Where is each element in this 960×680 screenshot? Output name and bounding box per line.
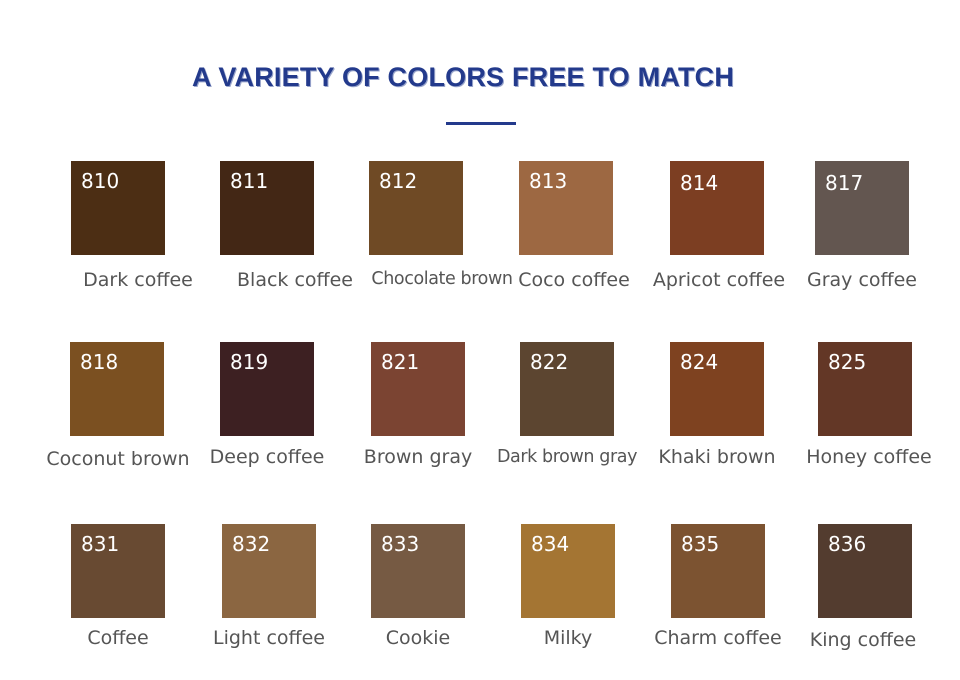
- swatch-code: 821: [381, 350, 420, 374]
- swatch-name: Coconut brown: [46, 448, 190, 470]
- color-swatch: 822: [520, 342, 614, 436]
- swatch-code: 834: [531, 532, 570, 556]
- swatch-code: 832: [232, 532, 271, 556]
- color-swatch: 818: [70, 342, 164, 436]
- page-title: A VARIETY OF COLORS FREE TO MATCH: [191, 62, 735, 92]
- swatch-code: 811: [230, 169, 269, 193]
- color-swatch: 817: [815, 161, 909, 255]
- swatch-name: Charm coffee: [654, 627, 782, 649]
- swatch-code: 822: [530, 350, 569, 374]
- swatch-name: Cookie: [385, 627, 451, 649]
- swatch-code: 831: [81, 532, 120, 556]
- color-swatch: 812: [369, 161, 463, 255]
- swatch-code: 825: [828, 350, 867, 374]
- color-swatch: 810: [71, 161, 165, 255]
- title-divider: [446, 122, 516, 125]
- swatch-name: Apricot coffee: [652, 269, 786, 291]
- swatch-code: 818: [80, 350, 119, 374]
- swatch-name: Coco coffee: [518, 269, 630, 291]
- swatch-name: Dark coffee: [83, 269, 193, 291]
- color-swatch: 825: [818, 342, 912, 436]
- color-swatch: 831: [71, 524, 165, 618]
- color-swatch: 832: [222, 524, 316, 618]
- swatch-code: 836: [828, 532, 867, 556]
- swatch-code: 819: [230, 350, 269, 374]
- swatch-name: Khaki brown: [658, 446, 776, 468]
- color-swatch: 814: [670, 161, 764, 255]
- swatch-name: Coffee: [87, 627, 149, 649]
- color-swatch: 821: [371, 342, 465, 436]
- swatch-code: 817: [825, 171, 864, 195]
- swatch-code: 813: [529, 169, 568, 193]
- swatch-name: Gray coffee: [806, 269, 917, 291]
- swatch-code: 824: [680, 350, 719, 374]
- swatch-name: Black coffee: [237, 269, 353, 291]
- swatch-name: Light coffee: [213, 627, 325, 649]
- color-swatch: 834: [521, 524, 615, 618]
- color-swatch: 835: [671, 524, 765, 618]
- color-swatch: 833: [371, 524, 465, 618]
- swatch-code: 835: [681, 532, 720, 556]
- swatch-name: King coffee: [809, 629, 917, 651]
- color-swatch: 836: [818, 524, 912, 618]
- swatch-code: 833: [381, 532, 420, 556]
- swatch-code: 812: [379, 169, 418, 193]
- color-swatch: 824: [670, 342, 764, 436]
- color-swatch: 813: [519, 161, 613, 255]
- swatch-name: Brown gray: [363, 446, 473, 468]
- swatch-code: 810: [81, 169, 120, 193]
- swatch-name: Milky: [543, 627, 593, 649]
- swatch-name: Deep coffee: [209, 446, 325, 468]
- swatch-code: 814: [680, 171, 719, 195]
- swatch-name: Chocolate brown: [371, 269, 513, 289]
- swatch-name: Honey coffee: [806, 446, 932, 468]
- color-swatch: 819: [220, 342, 314, 436]
- color-swatch: 811: [220, 161, 314, 255]
- swatch-name: Dark brown gray: [496, 447, 638, 467]
